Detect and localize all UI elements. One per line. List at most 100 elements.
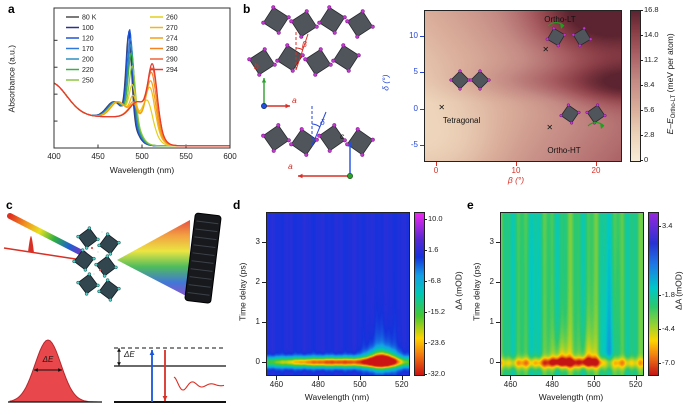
phase-colorbar-label: E–EOrtho-LT (meV per atom) xyxy=(665,4,678,164)
octahedron-bottom xyxy=(262,124,290,152)
detector-grating-line xyxy=(189,276,212,280)
colorbar-tick-label: -15.2 xyxy=(428,307,446,317)
colorbar-tick-label: -7.0 xyxy=(662,358,675,368)
halide-atom xyxy=(487,78,491,82)
curves-group xyxy=(54,29,230,147)
phase-region-label: Ortho-LT xyxy=(544,14,576,24)
halide-atom xyxy=(83,268,88,272)
rotation-arrow xyxy=(587,122,605,127)
spectrum-curve xyxy=(54,63,230,147)
coherent-oscillation-trace xyxy=(173,376,225,391)
halide-atom xyxy=(370,24,375,29)
legend-label: 200 xyxy=(82,57,94,64)
halide-atom xyxy=(578,44,582,48)
y-tick-mark xyxy=(262,362,266,363)
x-tick-mark xyxy=(596,162,597,166)
crystal-octahedron xyxy=(95,255,117,277)
axis-c-label: c xyxy=(340,131,345,141)
x-tick-mark xyxy=(276,376,278,380)
colorbar-tick-label: 14.0 xyxy=(644,30,659,39)
colorbar-tick-label: 8.4 xyxy=(644,80,655,89)
y-tick-mark xyxy=(420,145,424,147)
x-tick-label: 520 xyxy=(629,380,643,389)
halide-atom xyxy=(102,274,107,278)
halide-atom xyxy=(271,148,276,153)
halide-atom xyxy=(105,232,110,236)
detector-grating-line xyxy=(196,220,219,225)
halide-atom xyxy=(360,9,365,14)
halide-atom xyxy=(563,33,567,37)
y-tick-label: 0 xyxy=(413,103,418,113)
octahedron-bottom xyxy=(346,128,374,156)
halide-atom xyxy=(276,30,281,35)
axis-b-label: b xyxy=(254,61,259,71)
spectrum-curve xyxy=(54,33,230,147)
small-atom xyxy=(96,250,100,254)
x-tick-label: 20 xyxy=(591,166,601,175)
colorbar-tick-mark xyxy=(424,281,427,283)
detector-grating-line xyxy=(193,244,216,249)
colorbar-tick-label: 16.8 xyxy=(644,5,659,14)
halide-atom xyxy=(247,57,252,62)
phase-region-label: Tetragonal xyxy=(442,116,481,126)
legend-label: 294 xyxy=(166,67,178,74)
halide-atom xyxy=(97,289,101,294)
halide-atom xyxy=(117,240,121,245)
y-tick-mark xyxy=(496,362,500,363)
ortho-ht-inset xyxy=(559,103,607,129)
halide-atom xyxy=(275,58,280,63)
halide-atom xyxy=(469,78,473,82)
colorbar-tick-label: 2.8 xyxy=(644,130,655,139)
inset-octahedron xyxy=(560,104,580,124)
y-tick-mark xyxy=(496,322,500,323)
halide-atom xyxy=(566,103,571,107)
legend-label: 170 xyxy=(82,46,94,53)
halide-atom xyxy=(114,265,118,270)
x-tick-label: 550 xyxy=(179,152,193,161)
ta-map-2 xyxy=(500,212,644,376)
detector-grating-line xyxy=(194,236,217,241)
pulse-delta-e-label: ΔE xyxy=(42,355,54,364)
halide-atom xyxy=(545,37,549,41)
octahedron-top xyxy=(262,6,290,34)
pump-probe-schematic xyxy=(3,212,226,403)
x-tick-mark xyxy=(593,376,595,380)
halide-atom xyxy=(595,103,600,107)
x-tick-mark xyxy=(510,376,512,380)
halide-atom xyxy=(289,19,294,24)
colorbar-tick-mark xyxy=(658,294,661,296)
colorbar-tick-mark xyxy=(640,110,643,111)
panel-d-letter: d xyxy=(233,198,241,212)
e-y-axis-label: Time delay (ps) xyxy=(471,262,482,321)
colorbar-tick-label: 0 xyxy=(644,155,649,164)
phase-colorbar xyxy=(630,10,641,162)
crystal-structure-sketch xyxy=(247,5,375,179)
halide-atom xyxy=(262,47,267,52)
phase-marker: ✕ xyxy=(438,103,446,113)
delta-tilt-line xyxy=(311,111,327,147)
pump-pulse xyxy=(28,236,34,253)
halide-atom xyxy=(299,34,304,39)
absorbance-plot: 400 450 500 550 600 80 K 100 120 170 200 220 250 260… xyxy=(47,7,237,161)
halide-atom xyxy=(271,5,276,10)
halide-atom xyxy=(585,110,589,115)
halide-atom xyxy=(117,286,121,291)
x-tick-mark xyxy=(318,376,320,380)
halide-atom xyxy=(552,26,556,30)
y-tick-label: 5 xyxy=(413,67,418,77)
octahedron-top xyxy=(346,10,374,38)
octahedron-top xyxy=(318,6,346,34)
delta-angle-arc xyxy=(311,123,321,128)
y-tick-mark xyxy=(420,35,424,37)
colorbar-tick-mark xyxy=(424,312,427,314)
e-x-axis-label: Wavelength (nm) xyxy=(538,392,604,402)
halide-atom xyxy=(261,133,266,138)
c-axis-arrow-head xyxy=(347,142,353,147)
x-tick-mark xyxy=(401,376,403,380)
halide-atom xyxy=(290,68,295,73)
y-tick-label: 10 xyxy=(409,30,418,40)
a-axis-arrow-2-head xyxy=(298,173,303,179)
halide-atom xyxy=(84,292,89,296)
panel-c-letter: c xyxy=(6,198,13,212)
